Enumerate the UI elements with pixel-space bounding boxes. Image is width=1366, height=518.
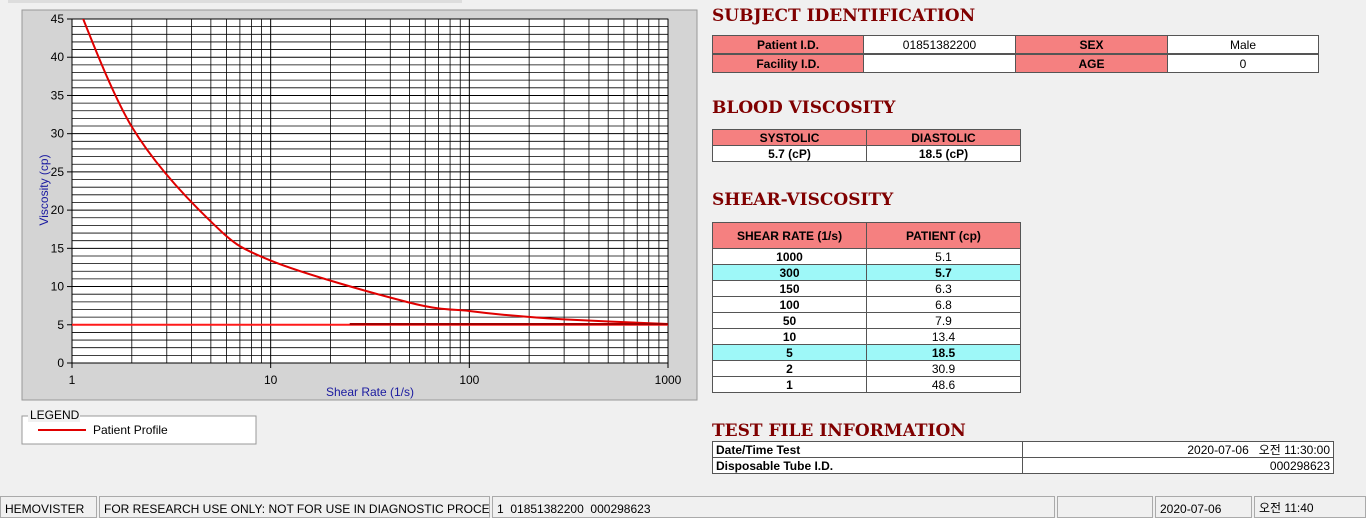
section-title: BLOOD VISCOSITY (712, 98, 896, 118)
y-tick-label: 5 (57, 318, 64, 332)
status-panel: 2020-07-06 (1155, 496, 1252, 518)
plot-area (71, 18, 669, 364)
table-cell: 6.8 (866, 296, 1021, 313)
table-cell: 300 (712, 264, 867, 281)
table-header: PATIENT (cp) (866, 222, 1021, 249)
table-cell: 2 (712, 360, 867, 377)
field-value: 000298623 (1022, 457, 1334, 474)
table-cell: 48.6 (866, 376, 1021, 393)
legend-label: Patient Profile (93, 423, 168, 437)
table-cell: 6.3 (866, 280, 1021, 297)
chart: Shear Rate (1/s) Viscosity (cp) LEGEND 0… (21, 9, 698, 445)
table-cell: 1000 (712, 248, 867, 265)
table-cell: 18.5 (cP) (866, 145, 1021, 162)
y-tick-label: 45 (51, 12, 65, 26)
field-label: AGE (1015, 54, 1168, 73)
legend-title-bg (28, 409, 80, 422)
field-value: 01851382200 (863, 35, 1016, 54)
x-tick-label: 1000 (655, 373, 682, 387)
tab-edge (8, 0, 462, 3)
table-cell: 10 (712, 328, 867, 345)
y-tick-label: 15 (51, 241, 65, 255)
table-cell: 13.4 (866, 328, 1021, 345)
table-cell: 5.1 (866, 248, 1021, 265)
field-value: 2020-07-06 오전 11:30:00 (1022, 441, 1334, 458)
table-cell: 5.7 (866, 264, 1021, 281)
status-panel (1057, 496, 1153, 518)
field-label: SEX (1015, 35, 1168, 54)
field-label: Disposable Tube I.D. (712, 457, 1023, 474)
status-panel: 오전 11:40 (1254, 496, 1366, 518)
table-cell: 5 (712, 344, 867, 361)
table-header: SYSTOLIC (712, 129, 867, 146)
y-tick-label: 40 (51, 50, 65, 64)
table-cell: 1 (712, 376, 867, 393)
field-label: Patient I.D. (712, 35, 864, 54)
y-tick-label: 10 (51, 280, 65, 294)
field-value: Male (1167, 35, 1319, 54)
table-header: SHEAR RATE (1/s) (712, 222, 867, 249)
y-tick-label: 30 (51, 127, 65, 141)
x-axis-label: Shear Rate (1/s) (326, 385, 414, 399)
table-cell: 50 (712, 312, 867, 329)
table-cell: 18.5 (866, 344, 1021, 361)
status-panel: 1 01851382200 000298623 (492, 496, 1055, 518)
table-cell: 150 (712, 280, 867, 297)
y-tick-label: 20 (51, 203, 65, 217)
data-line (82, 19, 668, 326)
field-label: Facility I.D. (712, 54, 864, 73)
y-tick-label: 25 (51, 165, 65, 179)
field-value (863, 54, 1016, 73)
y-axis-label: Viscosity (cp) (37, 154, 51, 225)
status-panel: HEMOVISTER (0, 496, 97, 518)
status-panel: FOR RESEARCH USE ONLY: NOT FOR USE IN DI… (99, 496, 490, 518)
table-cell: 100 (712, 296, 867, 313)
section-title: TEST FILE INFORMATION (712, 421, 966, 441)
x-tick-label: 1 (69, 373, 76, 387)
table-cell: 7.9 (866, 312, 1021, 329)
x-tick-label: 100 (459, 373, 479, 387)
x-tick-label: 10 (264, 373, 278, 387)
table-cell: 30.9 (866, 360, 1021, 377)
table-header: DIASTOLIC (866, 129, 1021, 146)
section-title: SUBJECT IDENTIFICATION (712, 6, 976, 26)
table-cell: 5.7 (cP) (712, 145, 867, 162)
y-tick-label: 0 (57, 356, 64, 370)
legend-title: LEGEND (30, 408, 80, 422)
field-value: 0 (1167, 54, 1319, 73)
section-title: SHEAR-VISCOSITY (712, 190, 894, 210)
y-tick-label: 35 (51, 88, 65, 102)
field-label: Date/Time Test (712, 441, 1023, 458)
grid (71, 18, 669, 364)
